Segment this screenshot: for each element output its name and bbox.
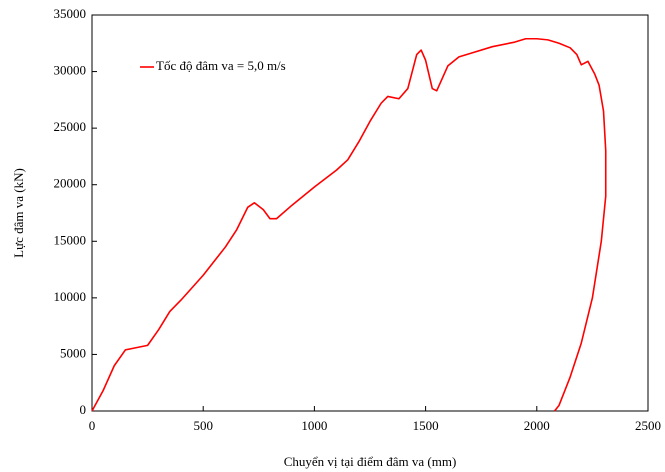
plot-frame bbox=[91, 14, 649, 412]
y-tick-label: 0 bbox=[80, 402, 87, 417]
y-tick-label: 20000 bbox=[54, 176, 87, 191]
x-tick-label: 1500 bbox=[413, 418, 439, 433]
x-tick-label: 1000 bbox=[301, 418, 327, 433]
y-axis-label: Lực đâm va (kN) bbox=[11, 168, 26, 258]
x-tick-label: 2500 bbox=[635, 418, 661, 433]
y-tick-label: 15000 bbox=[54, 232, 87, 247]
legend-label: Tốc độ đâm va = 5,0 m/s bbox=[156, 58, 286, 73]
data-line bbox=[91, 37, 607, 412]
y-tick-label: 35000 bbox=[54, 6, 87, 21]
x-tick-label: 0 bbox=[89, 418, 96, 433]
y-tick-label: 5000 bbox=[60, 345, 86, 360]
x-axis-label: Chuyển vị tại điểm đâm va (mm) bbox=[284, 454, 457, 469]
y-tick-label: 30000 bbox=[54, 63, 87, 78]
x-tick-label: 2000 bbox=[524, 418, 550, 433]
x-tick-label: 500 bbox=[193, 418, 213, 433]
y-tick-label: 25000 bbox=[54, 119, 87, 134]
y-tick-label: 10000 bbox=[54, 289, 87, 304]
